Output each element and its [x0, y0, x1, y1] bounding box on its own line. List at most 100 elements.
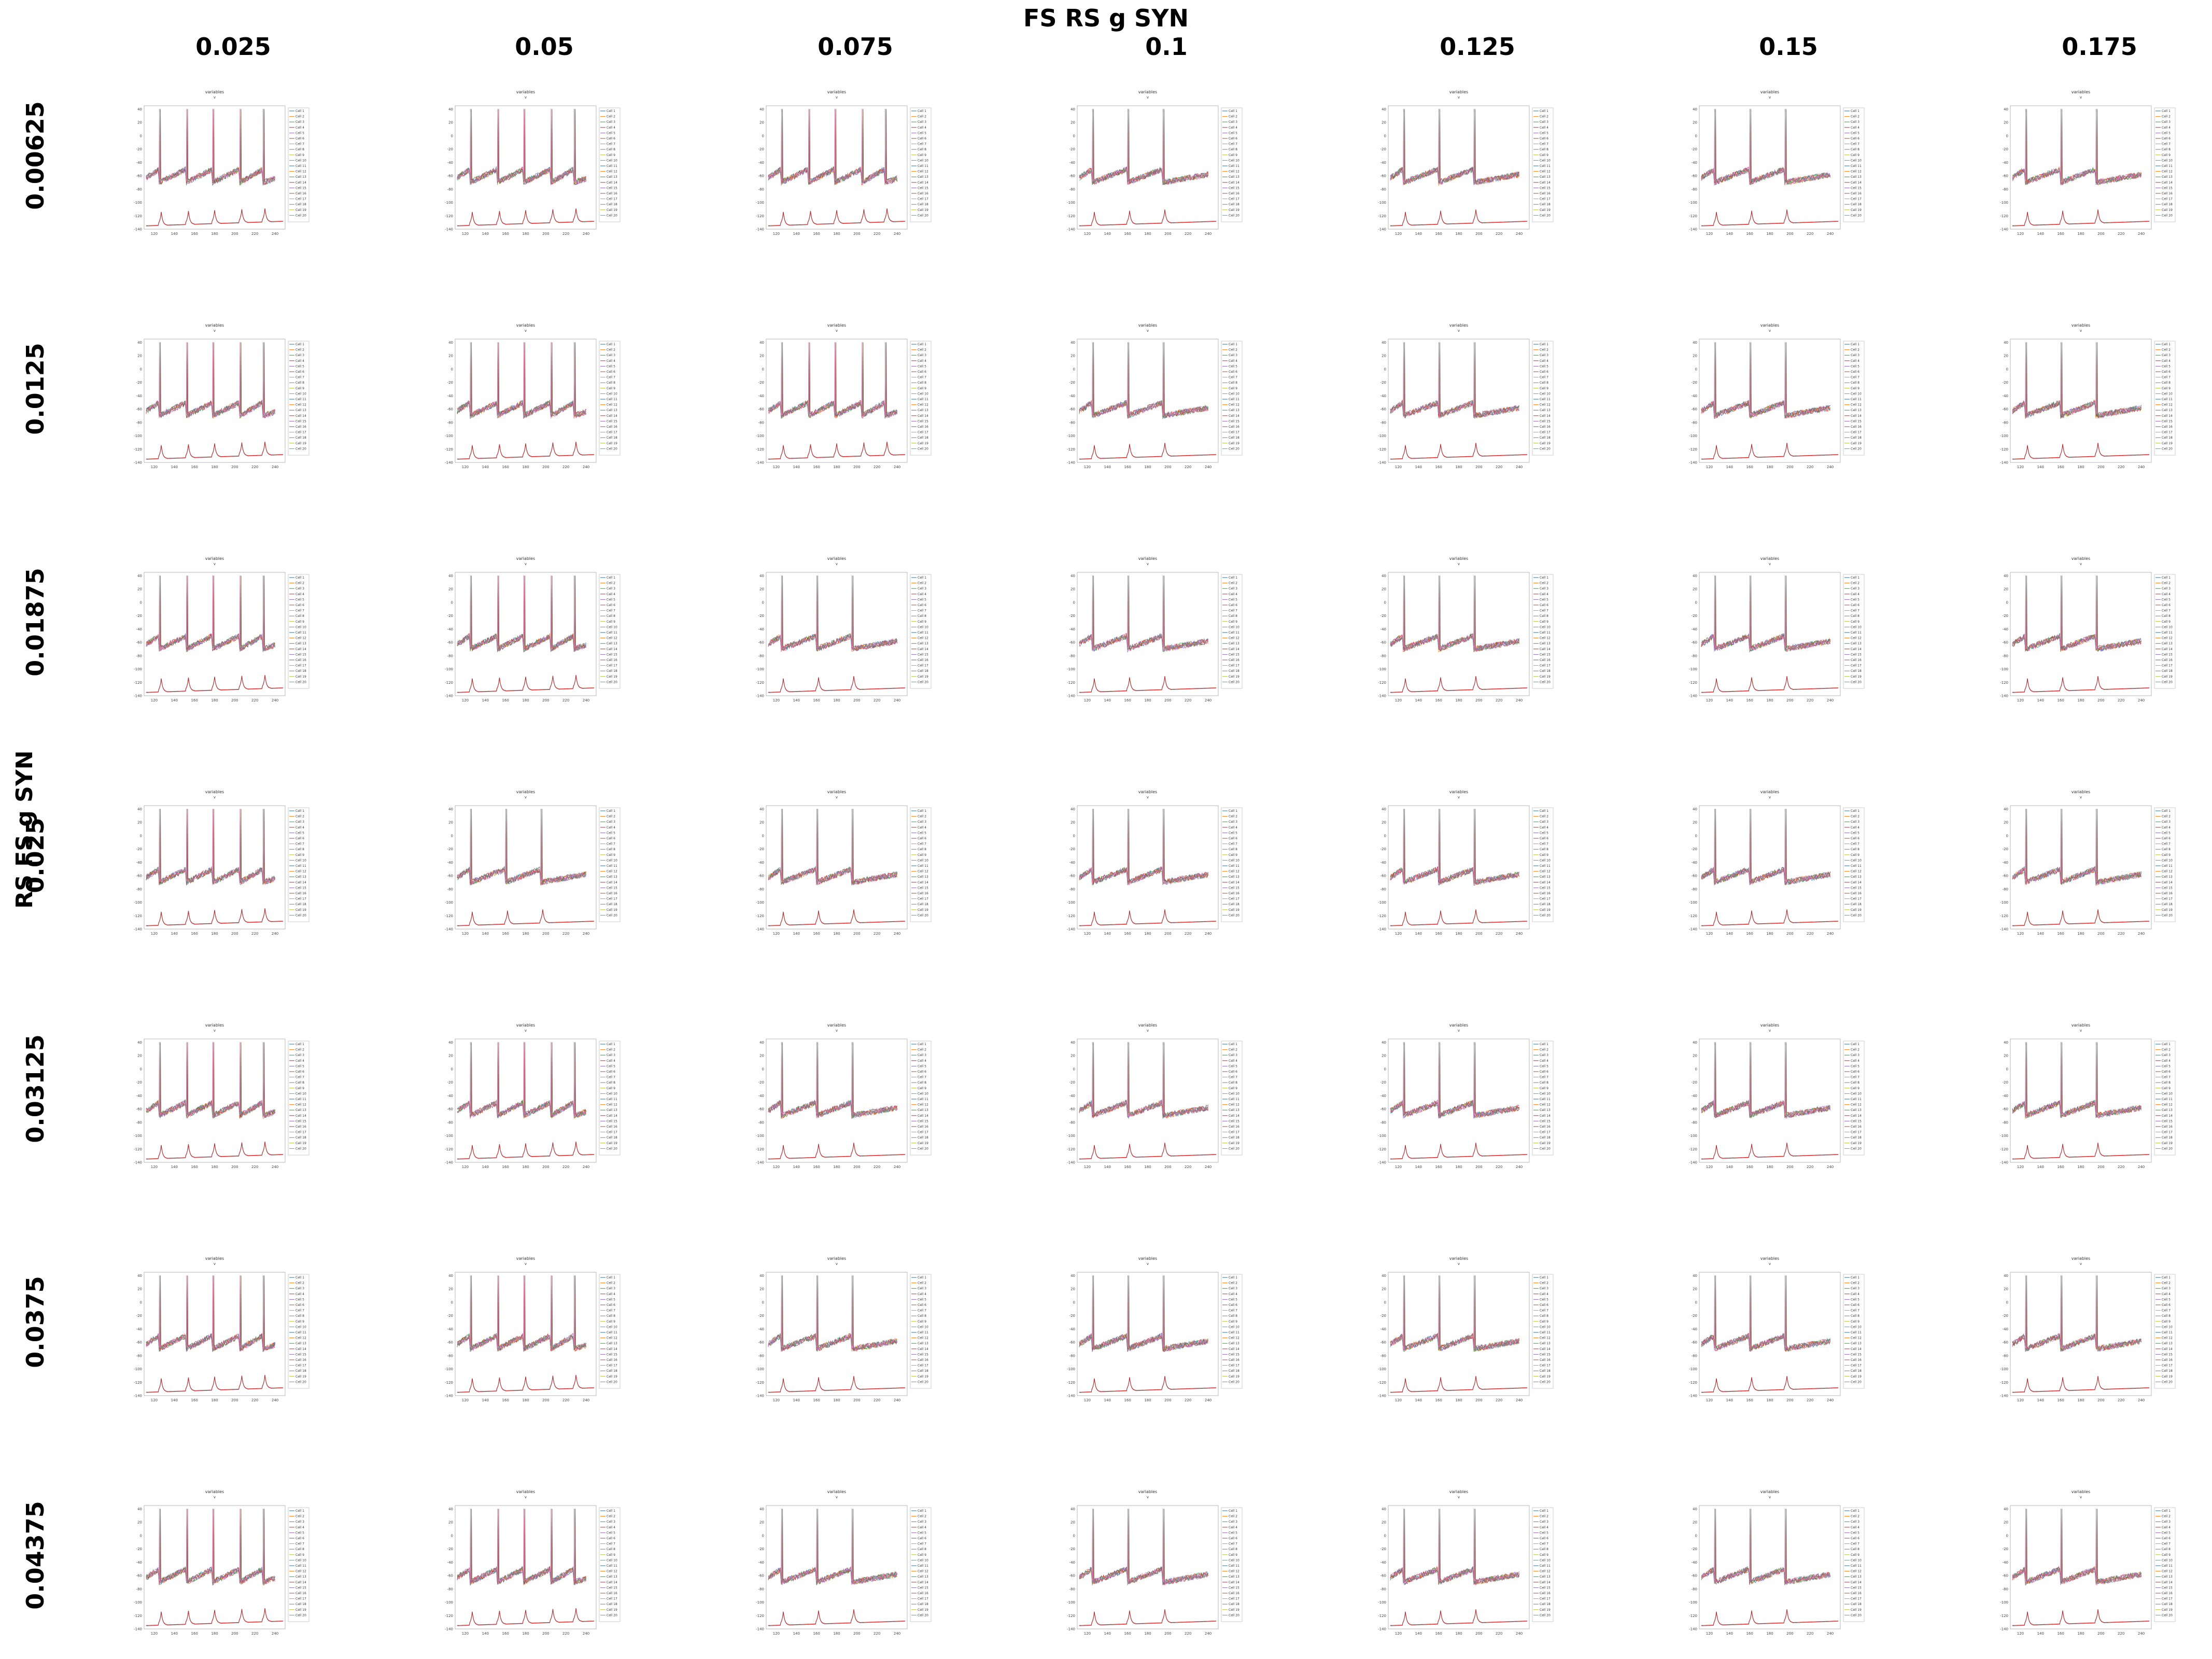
y-tick-label: -100 — [756, 1367, 764, 1371]
legend-entry: Cell 2 — [295, 1048, 304, 1052]
legend-entry: Cell 2 — [607, 348, 615, 352]
x-tick-label: 220 — [2118, 1165, 2124, 1169]
legend-entry: Cell 18 — [918, 903, 928, 906]
voltage-trace — [2012, 1275, 2141, 1352]
lower-trace — [146, 908, 284, 926]
voltage-trace — [768, 1332, 897, 1352]
panel-title: variables — [516, 790, 535, 794]
legend-entry: Cell 10 — [607, 1558, 617, 1562]
voltage-trace — [457, 1042, 587, 1118]
y-tick-label: -120 — [756, 447, 764, 452]
legend-box — [1843, 1041, 1865, 1156]
voltage-trace — [2012, 1275, 2141, 1352]
legend-entry: Cell 4 — [1540, 126, 1548, 130]
lower-trace — [1079, 1143, 1217, 1159]
legend-entry: Cell 13 — [1851, 642, 1862, 645]
y-tick-label: 20 — [1070, 121, 1075, 125]
y-tick-label: -40 — [447, 394, 453, 398]
voltage-trace — [2012, 1334, 2142, 1352]
y-tick-label: -60 — [136, 874, 142, 878]
voltage-trace — [2012, 1509, 2142, 1585]
x-tick-label: 220 — [873, 1165, 880, 1169]
voltage-trace — [457, 1275, 587, 1352]
voltage-trace — [1390, 1275, 1520, 1352]
panel-title: variables — [1449, 323, 1468, 328]
legend-entry: Cell 17 — [2162, 198, 2173, 201]
legend-entry: Cell 20 — [2162, 680, 2173, 684]
y-tick-label: -40 — [447, 1094, 453, 1098]
panel-title: variables — [827, 323, 846, 328]
x-tick-label: 160 — [1124, 932, 1131, 936]
voltage-panel: variables v 40 20 0 -20 -40 -60 -80 -100 -120 -140 1… — [1363, 321, 1591, 477]
legend-entry: Cell 7 — [2162, 842, 2171, 846]
y-tick-label: -40 — [758, 394, 764, 398]
legend-entry: Cell 15 — [2162, 419, 2173, 423]
voltage-trace — [146, 1042, 276, 1118]
legend-entry: Cell 13 — [2162, 1575, 2173, 1579]
y-tick-label: -120 — [2000, 447, 2008, 452]
y-tick-label: -140 — [1378, 927, 1386, 932]
axes-frame — [144, 805, 286, 930]
legend-entry: Cell 9 — [1540, 1553, 1548, 1557]
legend-entry: Cell 6 — [2162, 1537, 2171, 1540]
x-tick-label: 160 — [1746, 465, 1753, 469]
x-tick-label: 200 — [853, 465, 860, 469]
y-tick-label: -100 — [2000, 434, 2008, 438]
x-tick-label: 140 — [171, 1165, 178, 1169]
y-tick-label: -20 — [447, 147, 453, 151]
lower-trace — [457, 1608, 595, 1626]
legend-entry: Cell 19 — [1229, 908, 1239, 912]
y-tick-label: -100 — [1067, 434, 1075, 438]
y-tick-label: -40 — [758, 161, 764, 165]
legend-entry: Cell 15 — [1851, 419, 1862, 423]
y-tick-label: -140 — [2000, 461, 2008, 465]
x-tick-label: 180 — [2077, 1632, 2084, 1636]
y-tick-label: -80 — [1692, 887, 1697, 891]
y-tick-label: -100 — [756, 1600, 764, 1605]
legend-box — [1221, 807, 1243, 922]
legend-entry: Cell 12 — [607, 637, 617, 640]
y-tick-label: -80 — [1380, 1587, 1386, 1591]
y-tick-label: 0 — [451, 1067, 453, 1071]
legend-entry: Cell 15 — [918, 1586, 928, 1590]
y-tick-label: -40 — [1069, 394, 1075, 398]
x-tick-label: 120 — [462, 232, 469, 236]
x-tick-label: 240 — [1516, 1632, 1523, 1636]
legend-entry: Cell 19 — [1851, 442, 1862, 445]
voltage-trace — [1701, 1509, 1831, 1584]
x-tick-label: 220 — [2118, 232, 2124, 236]
voltage-trace — [1701, 1509, 1831, 1584]
legend-entry: Cell 9 — [2162, 853, 2171, 857]
legend-entry: Cell 4 — [295, 593, 304, 596]
panel-svg: variablesv40200-20-40-60-80-100-120-1401… — [1067, 790, 1243, 936]
legend-entry: Cell 7 — [1540, 376, 1548, 379]
legend-entry: Cell 14 — [1851, 648, 1862, 651]
x-tick-label: 240 — [894, 1632, 900, 1636]
voltage-panel: variables v 40 20 0 -20 -40 -60 -80 -100 -120 -140 1… — [1674, 555, 1903, 710]
y-tick-label: -20 — [2003, 381, 2008, 385]
x-tick-label: 120 — [2017, 1632, 2024, 1636]
legend-entry: Cell 12 — [1851, 1103, 1862, 1107]
x-tick-label: 120 — [462, 698, 469, 702]
voltage-trace — [1701, 575, 1830, 652]
y-tick-label: -80 — [136, 420, 142, 425]
y-tick-label: -120 — [756, 1614, 764, 1618]
y-tick-label: 20 — [1382, 1521, 1386, 1525]
y-tick-label: -60 — [1692, 1574, 1697, 1578]
legend-entry: Cell 15 — [1229, 886, 1239, 890]
legend-entry: Cell 4 — [1540, 593, 1548, 596]
lower-trace-shadow — [1079, 910, 1217, 926]
voltage-trace — [1079, 866, 1208, 885]
panel-title: variables — [2072, 90, 2090, 94]
legend-entry: Cell 14 — [1851, 1581, 1862, 1584]
x-tick-label: 240 — [2138, 932, 2145, 936]
x-tick-label: 220 — [2118, 698, 2124, 702]
voltage-trace — [457, 575, 586, 652]
legend-entry: Cell 6 — [295, 137, 304, 140]
axes-frame — [766, 1038, 908, 1163]
legend-entry: Cell 17 — [1229, 1364, 1239, 1368]
legend-entry: Cell 9 — [1229, 1087, 1237, 1090]
y-tick-label: 0 — [762, 834, 764, 838]
lower-trace — [457, 1375, 595, 1393]
legend-entry: Cell 18 — [1540, 1369, 1551, 1373]
